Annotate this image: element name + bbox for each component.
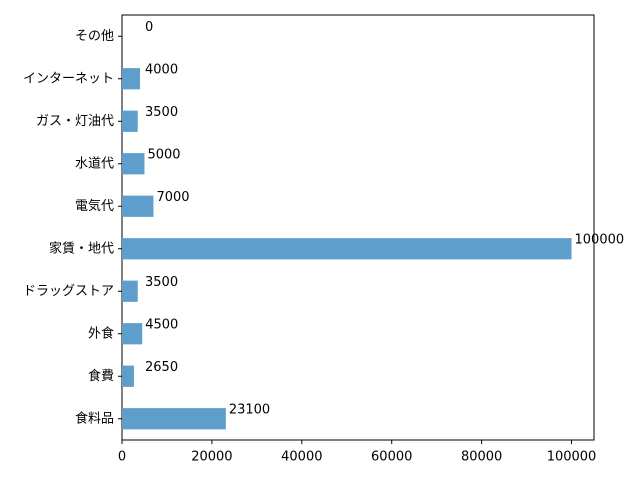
- bar: [122, 323, 143, 345]
- x-tick-label: 0: [118, 450, 126, 465]
- value-label: 100000: [575, 232, 625, 247]
- y-tick-label: インターネット: [23, 71, 114, 86]
- x-tick-label: 80000: [461, 450, 502, 465]
- y-tick-label: その他: [75, 29, 114, 44]
- value-label: 5000: [147, 147, 180, 162]
- value-label: 4500: [145, 317, 178, 332]
- y-tick-label: ドラッグストア: [23, 284, 114, 299]
- y-tick-label: 食費: [88, 368, 114, 384]
- bar: [122, 365, 134, 387]
- bar: [122, 238, 572, 260]
- x-tick-label: 60000: [371, 450, 412, 465]
- y-tick-label: 電気代: [75, 198, 114, 214]
- bar: [122, 408, 226, 430]
- x-tick-label: 100000: [547, 450, 597, 465]
- bar: [122, 195, 154, 217]
- y-tick-label: ガス・灯油代: [36, 114, 114, 129]
- x-tick-label: 40000: [281, 450, 322, 465]
- value-label: 4000: [145, 62, 178, 77]
- y-tick-label: 水道代: [75, 156, 114, 171]
- value-label: 7000: [156, 190, 189, 205]
- y-tick-label: 食料品: [75, 410, 114, 426]
- bar: [122, 68, 140, 90]
- y-tick-label: 家賃・地代: [49, 240, 114, 256]
- value-label: 3500: [145, 275, 178, 290]
- value-label: 23100: [229, 402, 270, 417]
- plot-frame: [121, 14, 595, 441]
- x-tick-label: 20000: [191, 450, 232, 465]
- value-label: 0: [145, 20, 153, 35]
- value-label: 2650: [145, 360, 178, 375]
- y-tick-label: 外食: [88, 325, 114, 341]
- value-label: 3500: [145, 105, 178, 120]
- bar: [122, 110, 138, 132]
- bar: [122, 153, 145, 175]
- bar: [122, 280, 138, 302]
